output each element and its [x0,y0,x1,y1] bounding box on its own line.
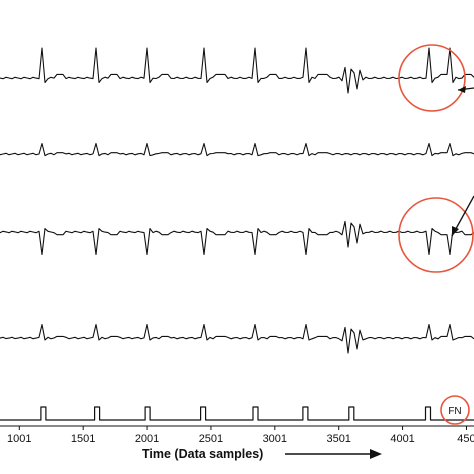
x-tick-label: 1501 [71,433,95,445]
highlight-circle-middle [398,197,474,273]
x-tick-label: 2501 [199,433,223,445]
x-tick-label: 450 [457,433,474,445]
x-tick-label: 1001 [7,433,31,445]
x-tick-label: 3501 [326,433,350,445]
detection-pulse-trace [0,406,474,421]
x-tick-label: 2001 [135,433,159,445]
highlight-circle-fn [440,395,470,425]
x-tick-label: 4001 [390,433,414,445]
signal-trace-1 [0,47,474,94]
signal-trace-3 [0,220,474,256]
time-arrowhead [370,449,382,459]
annotation-group: FN [398,44,474,425]
signal-trace-2 [0,142,474,157]
highlight-circle-top [398,44,466,112]
x-tick-group: 1001 1501 2001 2501 3001 3501 4001 450 [7,426,474,445]
signal-trace-4 [0,323,474,354]
pointer-arrowhead-top [458,86,466,93]
x-axis-label: Time (Data samples) [142,447,263,461]
pointer-arrowhead-middle [452,226,459,236]
trace-group [0,47,474,421]
x-tick-label: 3001 [263,433,287,445]
fn-label: FN [448,406,461,417]
